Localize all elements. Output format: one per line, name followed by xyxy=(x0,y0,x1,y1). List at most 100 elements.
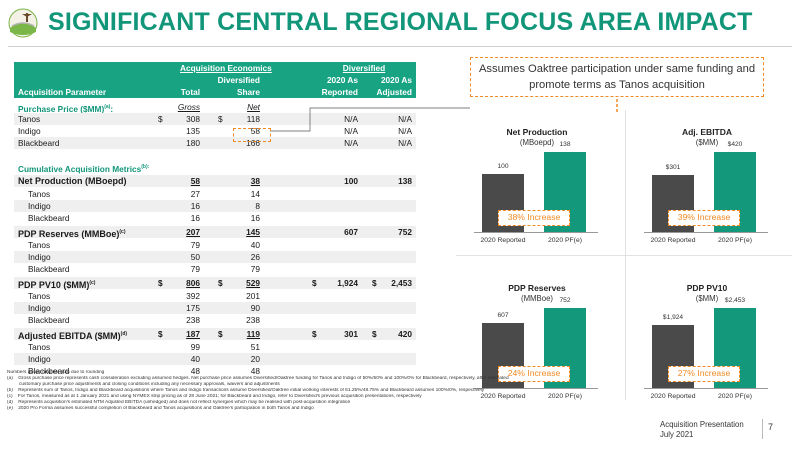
share-value: 48 xyxy=(250,366,260,376)
currency-symbol: $ xyxy=(372,329,377,339)
purchase-price-row: Indigo 135 58 N/A N/A xyxy=(14,125,416,137)
share-value: 79 xyxy=(250,264,260,274)
x-axis-label: 2020 Reported xyxy=(650,393,696,400)
share-value: 201 xyxy=(246,291,260,301)
bar-data-label: 607 xyxy=(497,312,509,319)
col-diversified-share-2: Share xyxy=(236,87,260,97)
share-value: 51 xyxy=(250,342,260,352)
adjusted-value: 138 xyxy=(398,176,412,186)
metric-detail-row: Tanos 99 51 xyxy=(14,341,416,353)
chart-baseline xyxy=(644,232,768,233)
reported-value: N/A xyxy=(344,126,358,136)
footnote-line: Numbers above may not sum due to roundin… xyxy=(7,370,105,375)
metric-label: Net Production (MBoepd) xyxy=(18,176,127,186)
col-as-adjusted-2: Adjusted xyxy=(376,87,413,97)
cumulative-metrics-footnote-ref: (b): xyxy=(141,164,150,170)
col-total: Total xyxy=(180,87,200,97)
currency-symbol: $ xyxy=(158,114,163,124)
total-value: 308 xyxy=(186,114,200,124)
share-value: 20 xyxy=(250,354,260,364)
share-value: 38 xyxy=(250,176,260,186)
bar-data-label: 138 xyxy=(559,141,571,148)
total-value: 175 xyxy=(186,303,200,313)
cumulative-metrics-label: Cumulative Acquisition Metrics(b): xyxy=(18,163,150,174)
row-label: Blackbeard xyxy=(28,213,70,223)
currency-symbol: $ xyxy=(218,114,223,124)
col-as-reported-2: Reported xyxy=(321,87,358,97)
group-acquisition-economics: Acquisition Economics xyxy=(180,63,272,73)
metric-detail-row: Blackbeard 79 79 xyxy=(14,263,416,275)
metric-detail-row: Blackbeard 238 238 xyxy=(14,314,416,326)
purchase-price-row: Blackbeard 180 166 N/A N/A xyxy=(14,137,416,149)
total-value: 16 xyxy=(190,213,200,223)
metric-detail-row: Tanos 392 201 xyxy=(14,290,416,302)
oaktree-callout: Assumes Oaktree participation under same… xyxy=(470,57,764,97)
metric-label: Adjusted EBITDA ($MM)(d) xyxy=(18,331,128,341)
chart-title: Net Production xyxy=(506,127,568,137)
x-axis-label: 2020 Reported xyxy=(650,237,696,244)
page-number-divider xyxy=(762,419,763,439)
x-axis-label: 2020 Reported xyxy=(480,237,526,244)
page-number: 7 xyxy=(768,422,774,432)
row-label: Blackbeard xyxy=(18,138,60,148)
reported-value: N/A xyxy=(344,114,358,124)
share-value: 118 xyxy=(246,114,260,124)
total-value: 16 xyxy=(190,201,200,211)
total-value: 238 xyxy=(186,315,200,325)
currency-symbol: $ xyxy=(372,278,377,288)
row-label: Tanos xyxy=(28,342,51,352)
row-label: Indigo xyxy=(28,252,51,262)
share-value: 58 xyxy=(250,126,260,136)
footer-line-2: July 2021 xyxy=(660,430,694,439)
row-label: Indigo xyxy=(18,126,41,136)
metric-label: PDP PV10 ($MM)(c) xyxy=(18,280,96,290)
total-value: 392 xyxy=(186,291,200,301)
metric-section-header: Adjusted EBITDA ($MM)(d) $187 $119 $301 $420 xyxy=(14,328,416,341)
x-axis-label: 2020 PF(e) xyxy=(717,393,752,400)
col-as-reported-1: 2020 As xyxy=(326,75,358,85)
currency-symbol: $ xyxy=(218,278,223,288)
total-value: 806 xyxy=(186,278,200,288)
group-diversified: Diversified xyxy=(342,63,386,73)
chart-subtitle: (MMBoe) xyxy=(520,294,554,303)
chart-baseline xyxy=(474,388,598,389)
footer-presentation-label: Acquisition Presentation July 2021 xyxy=(660,420,760,440)
share-value: 529 xyxy=(246,278,260,288)
total-value: 50 xyxy=(190,252,200,262)
increase-callout: 27% Increase xyxy=(668,366,740,382)
bar-data-label: $301 xyxy=(665,164,681,171)
col-diversified-share-1: Diversified xyxy=(217,75,260,85)
metric-detail-row: Indigo 175 90 xyxy=(14,302,416,314)
net-label: Net xyxy=(247,102,260,112)
reported-value: N/A xyxy=(344,138,358,148)
increase-callout: 38% Increase xyxy=(498,210,570,226)
bar-data-label: $420 xyxy=(727,141,743,148)
title-divider xyxy=(8,46,792,47)
chart-baseline xyxy=(644,388,768,389)
adjusted-value: N/A xyxy=(398,138,412,148)
footer-line-1: Acquisition Presentation xyxy=(660,420,744,429)
total-value: 79 xyxy=(190,240,200,250)
bar-data-label: $1,924 xyxy=(662,314,684,321)
bar-data-label: 752 xyxy=(559,297,571,304)
metric-footnote-ref: (c) xyxy=(119,229,126,235)
x-axis-label: 2020 PF(e) xyxy=(547,393,582,400)
share-value: 166 xyxy=(246,138,260,148)
total-value: 99 xyxy=(190,342,200,352)
x-axis-label: 2020 PF(e) xyxy=(717,237,752,244)
row-label: Indigo xyxy=(28,354,51,364)
total-value: 187 xyxy=(186,329,200,339)
reported-value: 607 xyxy=(344,227,358,237)
reported-value: 1,924 xyxy=(337,278,358,288)
total-value: 58 xyxy=(190,176,200,186)
purchase-price-label: Purchase Price ($MM)(a): xyxy=(18,103,114,114)
footnote-line: (e) 2020 Pro Forma assumes successful co… xyxy=(7,406,314,411)
currency-symbol: $ xyxy=(218,329,223,339)
metric-detail-row: Tanos 79 40 xyxy=(14,239,416,251)
row-label: Tanos xyxy=(18,114,41,124)
purchase-price-row: Tanos $308 $118 N/A N/A xyxy=(14,113,416,125)
metric-detail-row: Blackbeard 16 16 xyxy=(14,212,416,224)
indigo-net-highlight xyxy=(233,128,271,142)
chart-subtitle: ($MM) xyxy=(695,138,719,147)
footnote-line: (b) Represents sum of Tanos, Indigo and … xyxy=(7,388,485,393)
